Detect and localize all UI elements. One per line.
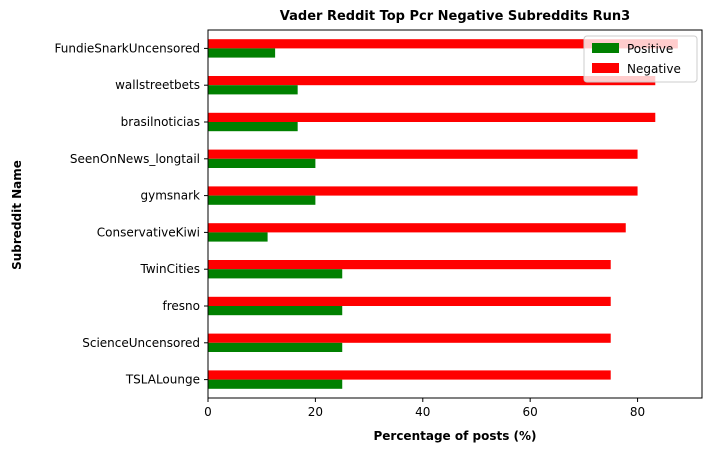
bar-negative xyxy=(208,76,656,86)
x-tick-label: 60 xyxy=(523,405,538,419)
bar-positive xyxy=(208,195,316,205)
bar-positive xyxy=(208,48,276,58)
x-tick-label: 0 xyxy=(204,405,212,419)
bar-negative xyxy=(208,186,638,196)
bar-negative xyxy=(208,333,611,343)
bar-negative xyxy=(208,370,611,380)
bar-positive xyxy=(208,158,316,168)
y-tick-label: brasilnoticias xyxy=(121,115,200,129)
legend-swatch xyxy=(592,43,619,53)
x-tick-label: 20 xyxy=(308,405,323,419)
y-tick-label: FundieSnarkUncensored xyxy=(55,41,201,55)
y-tick-label: TSLALounge xyxy=(125,373,200,387)
chart-title: Vader Reddit Top Pcr Negative Subreddits… xyxy=(280,9,630,24)
y-axis-label: Subreddit Name xyxy=(10,160,24,270)
legend-swatch xyxy=(592,63,619,73)
y-tick-label: SeenOnNews_longtail xyxy=(70,152,200,166)
bar-negative xyxy=(208,223,626,233)
bar-positive xyxy=(208,269,343,279)
y-tick-label: ScienceUncensored xyxy=(82,336,200,350)
plot-area: FundieSnarkUncensored wallstreetbets brasi… xyxy=(55,29,703,419)
x-axis-label: Percentage of posts (%) xyxy=(373,429,536,443)
bar-negative xyxy=(208,39,678,49)
legend-entry: Positive xyxy=(627,42,673,56)
legend: Positive Negative xyxy=(583,35,698,83)
bar-positive xyxy=(208,122,298,132)
y-tick-label: TwinCities xyxy=(140,262,200,276)
y-tick-label: wallstreetbets xyxy=(115,78,200,92)
plot-frame xyxy=(207,29,703,399)
bar-negative xyxy=(208,296,611,306)
bar-negative xyxy=(208,112,656,122)
y-tick-label: fresno xyxy=(163,299,200,313)
bar-positive xyxy=(208,85,298,95)
bar-negative xyxy=(208,260,611,270)
bar-positive xyxy=(208,379,343,389)
bar-positive xyxy=(208,342,343,352)
bar-negative xyxy=(208,149,638,159)
x-tick-label: 40 xyxy=(415,405,430,419)
x-tick-label: 80 xyxy=(630,405,645,419)
legend-entry: Negative xyxy=(627,62,681,76)
y-tick-label: ConservativeKiwi xyxy=(97,225,200,239)
bar-positive xyxy=(208,232,268,242)
y-tick-label: gymsnark xyxy=(140,189,200,203)
bar-positive xyxy=(208,306,343,316)
